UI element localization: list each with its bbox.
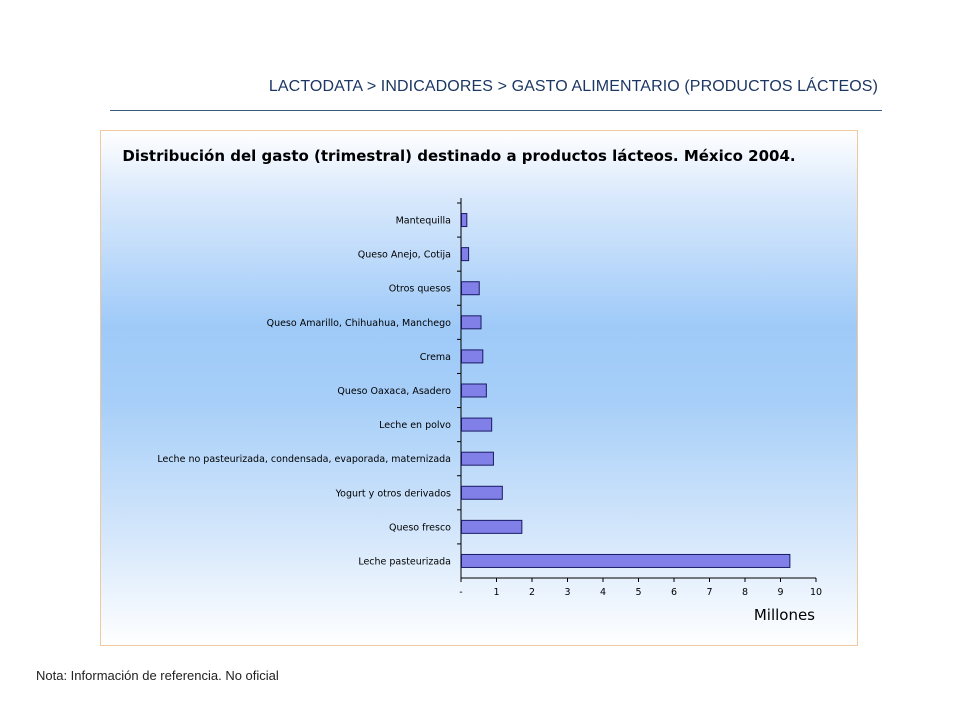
x-axis-label: Millones	[754, 606, 815, 624]
x-tick-label: 7	[706, 587, 712, 598]
breadcrumb: LACTODATA > INDICADORES > GASTO ALIMENTA…	[268, 78, 878, 95]
bar	[461, 383, 487, 398]
category-label: Otros quesos	[389, 284, 451, 295]
category-label: Leche pasteurizada	[358, 556, 451, 567]
bar	[461, 519, 523, 534]
x-tick-label: 8	[742, 587, 748, 598]
category-label: Queso Anejo, Cotija	[358, 250, 451, 261]
footnote: Nota: Información de referencia. No ofic…	[36, 668, 279, 683]
bar	[461, 349, 484, 364]
bar	[461, 213, 468, 228]
x-tick-label: 5	[635, 587, 641, 598]
x-tick-label: 4	[600, 587, 606, 598]
bar	[461, 247, 470, 262]
category-label: Queso Oaxaca, Asadero	[337, 386, 451, 397]
x-tick-label: -	[459, 587, 462, 598]
category-label: Queso Amarillo, Chihuahua, Manchego	[267, 318, 452, 329]
header-divider	[110, 110, 882, 111]
category-label: Queso fresco	[389, 522, 451, 533]
bar	[461, 417, 493, 432]
x-tick-label: 3	[564, 587, 570, 598]
category-label: Leche en polvo	[379, 420, 451, 431]
x-tick-label: 1	[493, 587, 499, 598]
x-tick-label: 2	[529, 587, 535, 598]
x-tick-label: 10	[810, 587, 822, 598]
chart-title: Distribución del gasto (trimestral) dest…	[122, 147, 795, 165]
x-tick-label: 6	[671, 587, 677, 598]
category-label: Mantequilla	[396, 216, 451, 227]
category-label: Crema	[420, 352, 451, 363]
bar	[461, 485, 503, 500]
bar	[461, 315, 482, 330]
bar-chart: Distribución del gasto (trimestral) dest…	[122, 147, 822, 624]
bar	[461, 451, 494, 466]
x-tick-label: 9	[777, 587, 783, 598]
category-label: Leche no pasteurizada, condensada, evapo…	[157, 454, 451, 465]
bar	[461, 553, 791, 568]
bar	[461, 281, 480, 296]
chart-panel: Distribución del gasto (trimestral) dest…	[100, 130, 858, 646]
category-label: Yogurt y otros derivados	[335, 488, 451, 499]
